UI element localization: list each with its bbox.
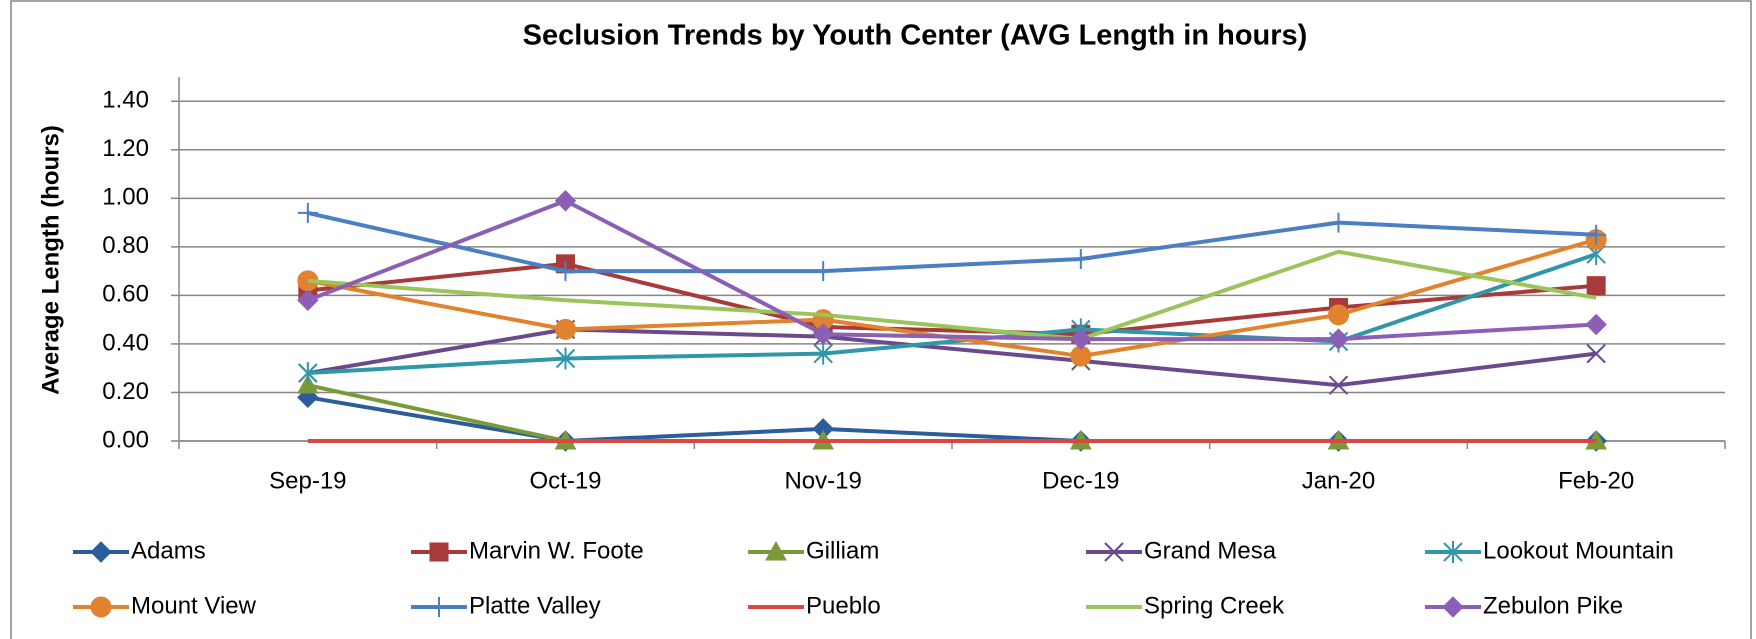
x-tick-label: Sep-19: [269, 467, 346, 494]
legend-label: Zebulon Pike: [1483, 592, 1623, 619]
legend-marker: [429, 542, 449, 562]
data-point: [1586, 224, 1607, 245]
chart-title: Seclusion Trends by Youth Center (AVG Le…: [523, 20, 1308, 52]
data-point: [1070, 328, 1092, 350]
legend-label: Lookout Mountain: [1483, 537, 1674, 564]
y-tick-label: 0.80: [102, 232, 149, 259]
data-point: [1586, 276, 1606, 296]
data-point: [296, 374, 319, 394]
y-tick-label: 0.20: [102, 378, 149, 405]
data-point: [1070, 249, 1091, 269]
data-point: [554, 190, 577, 212]
series-line: [307, 210, 1597, 274]
series-line: [307, 252, 1597, 376]
y-axis-label: Average Length (hours): [37, 125, 64, 395]
data-point: [298, 362, 318, 385]
legend-label: Marvin W. Foote: [469, 537, 644, 564]
data-point: [297, 202, 318, 223]
x-tick-label: Nov-19: [784, 467, 861, 494]
x-tick-label: Dec-19: [1042, 467, 1119, 494]
legend-label: Adams: [131, 537, 206, 564]
legend-label: Mount View: [131, 592, 257, 619]
data-point: [1327, 328, 1350, 350]
legend-label: Gilliam: [806, 537, 879, 564]
series-line: [307, 327, 1597, 388]
legend-marker: [1104, 542, 1124, 562]
data-point: [813, 261, 834, 282]
series-line: [307, 198, 1597, 342]
data-point: [555, 318, 576, 340]
y-tick-label: 1.20: [102, 135, 149, 162]
data-point: [1586, 343, 1606, 364]
data-point: [1328, 304, 1349, 326]
series-line: [307, 249, 1597, 342]
legend-label: Pueblo: [806, 592, 881, 619]
y-tick-label: 1.40: [102, 87, 149, 114]
legend-marker: [90, 596, 112, 618]
legend-marker: [90, 541, 112, 563]
legend-label: Spring Creek: [1144, 592, 1285, 619]
data-point: [1328, 212, 1349, 233]
y-tick-label: 0.40: [102, 329, 149, 356]
data-point: [1585, 313, 1607, 336]
data-point: [812, 323, 834, 345]
data-point: [555, 347, 576, 370]
y-tick-label: 1.00: [102, 184, 149, 211]
data-point: [1328, 375, 1349, 395]
x-tick-label: Jan-20: [1302, 467, 1375, 494]
legend-marker: [765, 540, 787, 561]
data-point: [297, 289, 319, 311]
legend-label: Platte Valley: [469, 592, 601, 619]
legend-marker: [1442, 596, 1464, 618]
legend-label: Grand Mesa: [1144, 537, 1277, 564]
x-tick-label: Feb-20: [1558, 467, 1634, 494]
y-tick-label: 0.60: [102, 281, 149, 308]
data-point: [813, 342, 833, 365]
x-tick-label: Oct-19: [529, 467, 601, 494]
legend-marker: [429, 597, 449, 617]
data-point: [555, 261, 576, 282]
y-tick-label: 0.00: [102, 426, 149, 453]
legend-marker: [1443, 541, 1463, 563]
